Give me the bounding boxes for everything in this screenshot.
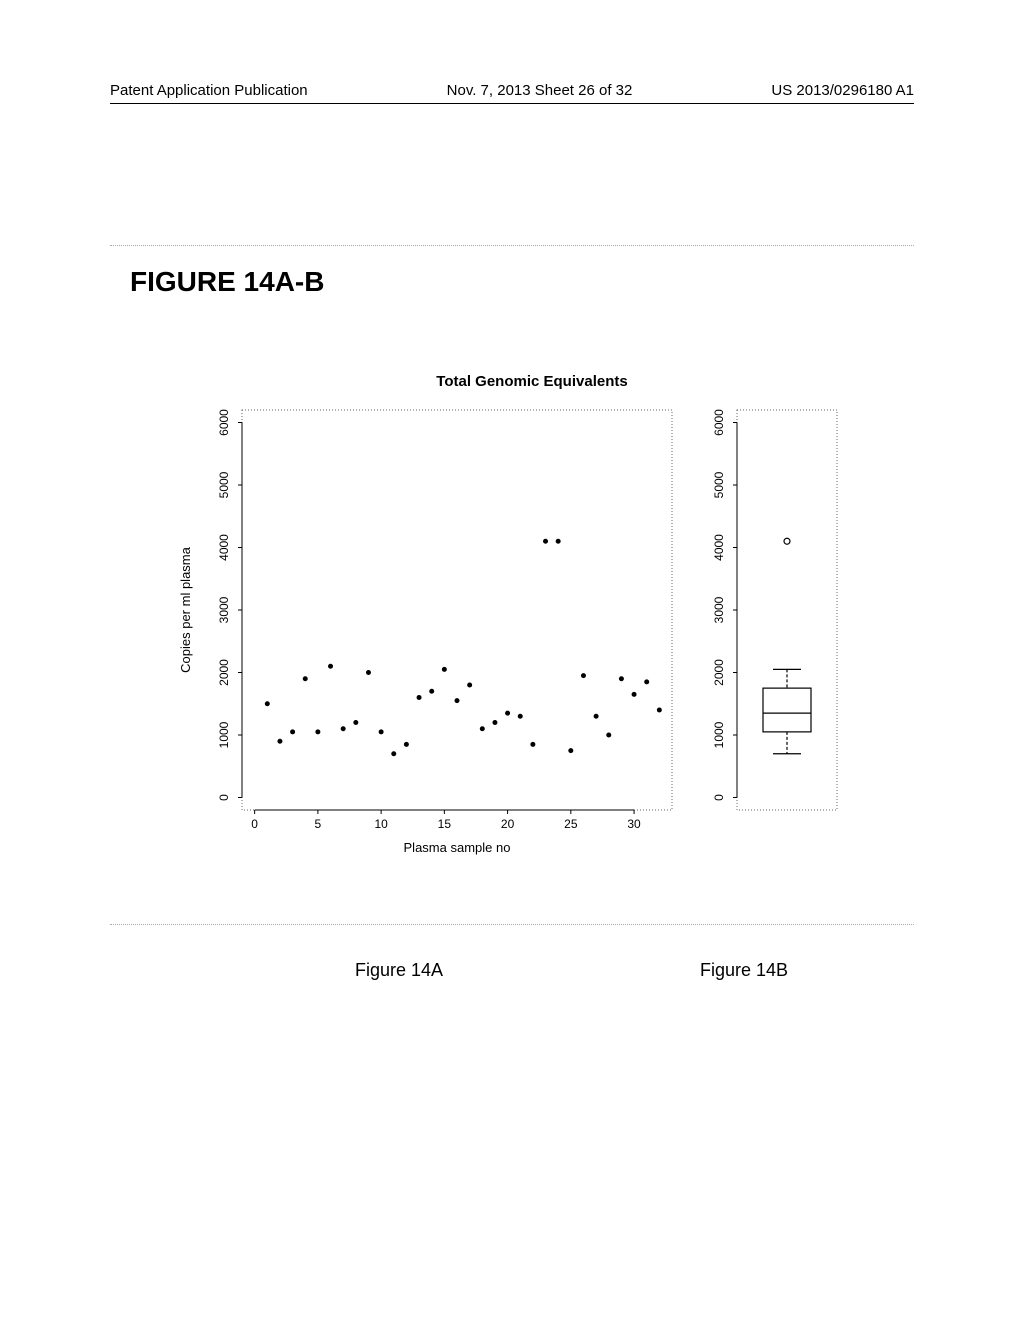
svg-text:1000: 1000 (217, 721, 231, 748)
svg-text:6000: 6000 (712, 409, 726, 436)
figure-block: FIGURE 14A-B Total Genomic Equivalents 0… (110, 245, 914, 925)
svg-text:Copies per ml plasma: Copies per ml plasma (178, 546, 193, 672)
svg-text:3000: 3000 (217, 596, 231, 623)
svg-text:5: 5 (315, 817, 322, 831)
chart-title: Total Genomic Equivalents (110, 373, 914, 390)
svg-text:10: 10 (374, 817, 388, 831)
subcaption-14a: Figure 14A (355, 960, 443, 981)
header-center: Nov. 7, 2013 Sheet 26 of 32 (447, 82, 633, 99)
svg-text:0: 0 (217, 794, 231, 801)
plot-row: 0100020003000400050006000Copies per ml p… (110, 400, 914, 875)
box-plot-wrap: 0 1000 2000 3000 4000 5000 6000 (692, 400, 852, 875)
svg-text:2000: 2000 (712, 659, 726, 686)
svg-text:0: 0 (251, 817, 258, 831)
svg-text:3000: 3000 (712, 596, 726, 623)
header-left: Patent Application Publication (110, 82, 308, 99)
svg-text:4000: 4000 (712, 534, 726, 561)
scatter-plot: 0 1000 2000 3000 4000 5000 6000 Copies per ml p… (172, 400, 692, 870)
page: Patent Application Publication Nov. 7, 2… (0, 0, 1024, 1320)
subcaption-14b: Figure 14B (700, 960, 788, 981)
document-header: Patent Application Publication Nov. 7, 2… (110, 82, 914, 104)
svg-text:25: 25 (564, 817, 578, 831)
svg-text:1000: 1000 (712, 721, 726, 748)
svg-text:Plasma sample no: Plasma sample no (404, 840, 511, 855)
svg-text:20: 20 (501, 817, 515, 831)
svg-text:5000: 5000 (712, 471, 726, 498)
svg-text:6000: 6000 (217, 409, 231, 436)
svg-text:15: 15 (438, 817, 452, 831)
svg-text:30: 30 (627, 817, 641, 831)
svg-text:2000: 2000 (217, 659, 231, 686)
scatter-plot-wrap: 0 1000 2000 3000 4000 5000 6000 Copies per ml p… (172, 400, 692, 875)
figure-heading: FIGURE 14A-B (130, 266, 914, 298)
svg-text:4000: 4000 (217, 534, 231, 561)
header-right: US 2013/0296180 A1 (771, 82, 914, 99)
svg-text:0: 0 (712, 794, 726, 801)
svg-text:5000: 5000 (217, 471, 231, 498)
box-plot: 0 1000 2000 3000 4000 5000 6000 (692, 400, 852, 870)
